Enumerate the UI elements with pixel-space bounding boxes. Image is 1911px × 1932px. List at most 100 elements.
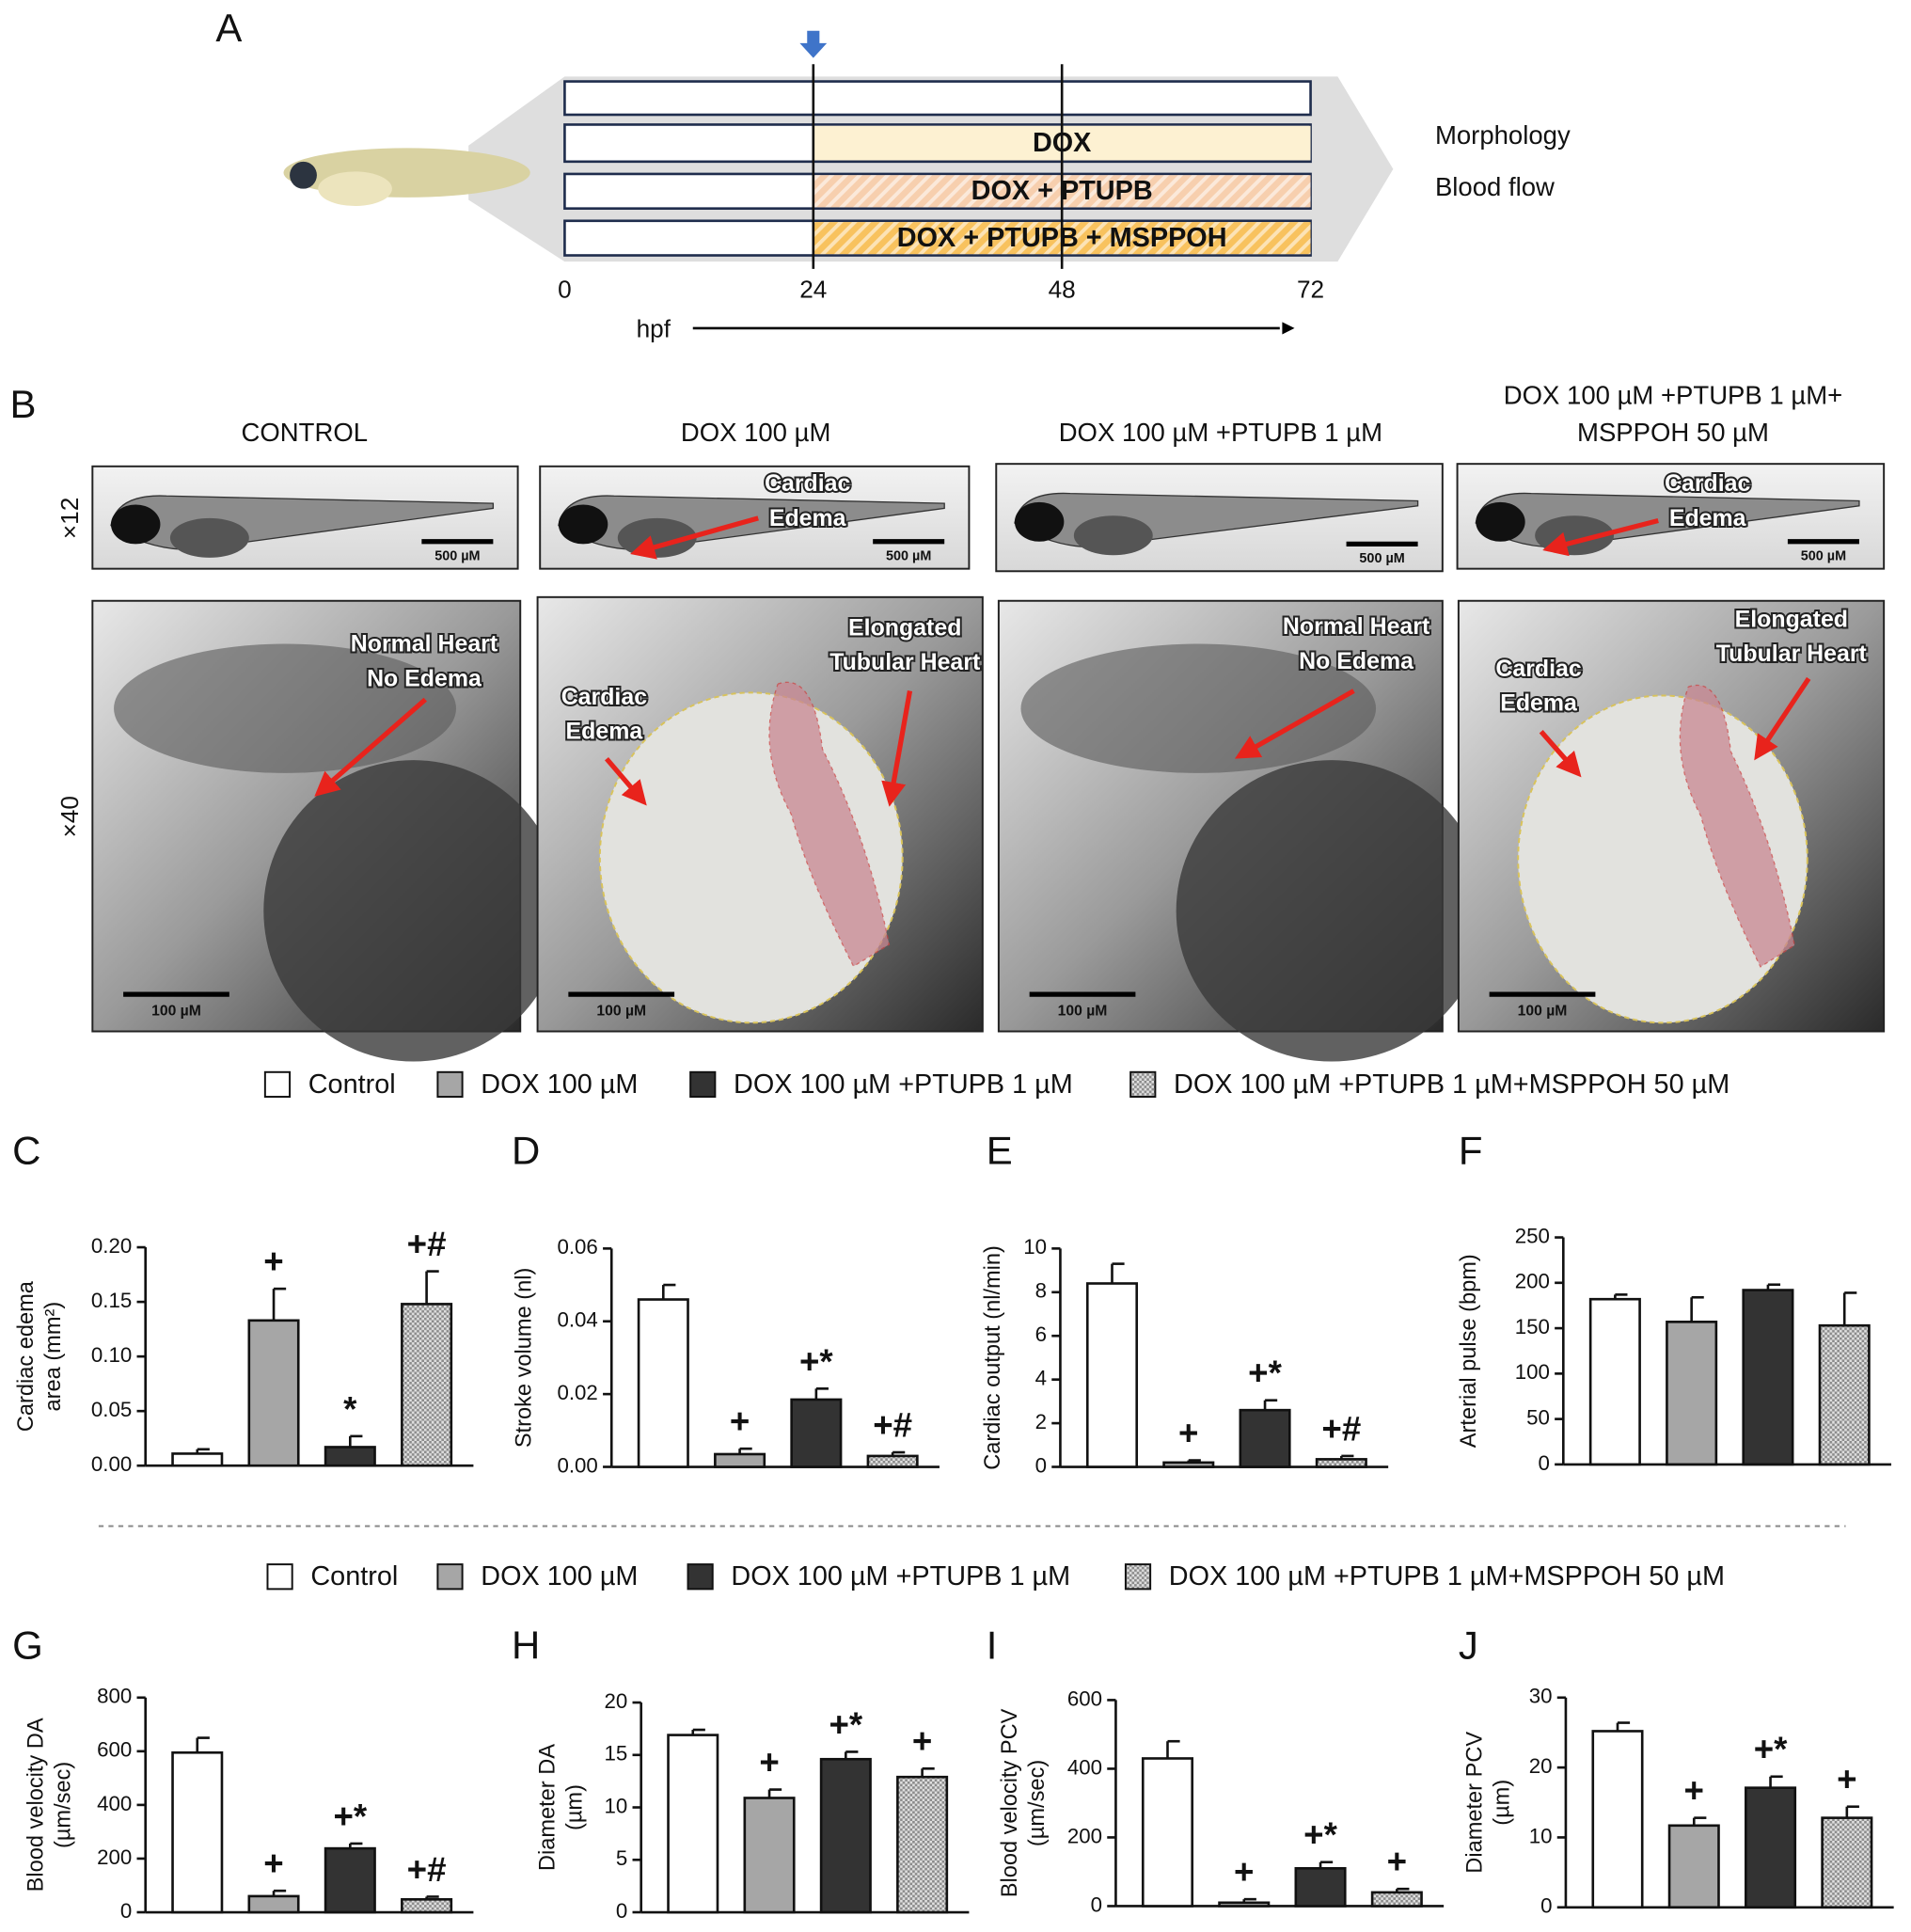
legend-swatch [436,1563,464,1591]
bar [1294,1866,1347,1908]
y-tick-label: 200 [97,1845,132,1869]
bar [790,1398,843,1468]
legend-swatch [436,1070,464,1099]
y-axis-label: area (mm²) [41,1302,66,1412]
y-tick-label: 600 [1067,1687,1102,1710]
y-tick-label: 400 [1067,1755,1102,1779]
annotation: No Edema [1299,648,1414,674]
x-tick-label: 0 [558,275,572,303]
time-arrow-head [1282,322,1295,335]
significance-label: +* [829,1705,862,1744]
larva-eye [1014,501,1065,542]
bar [247,1319,300,1467]
significance-label: + [1387,1843,1407,1881]
significance-label: +# [407,1225,447,1263]
tubular-heart [1679,685,1795,968]
bar [324,1846,376,1914]
significance-label: + [912,1722,932,1761]
scale-label: 500 µM [434,548,480,563]
annotation-arrow [881,690,913,807]
bar [171,1452,224,1467]
y-axis-label: (µm) [562,1784,587,1830]
scale-label: 500 µM [1801,548,1846,563]
panel-label: J [1459,1623,1478,1667]
y-axis-label: Stroke volume (nl) [513,1268,537,1448]
annotation: Edema [1500,690,1578,717]
legend-swatch [689,1070,717,1099]
scale-label: 500 µM [886,548,931,563]
bar [401,1898,453,1914]
y-tick-label: 8 [1035,1279,1047,1303]
y-tick-label: 10 [604,1794,627,1817]
annotation: Normal Heart [351,631,497,657]
row-label: ×40 [55,796,84,837]
bar [1818,1323,1871,1466]
y-tick-label: 0.10 [91,1343,132,1367]
annotation: Elongated [1735,606,1848,632]
annotation-arrow [1542,517,1659,557]
y-tick-label: 0.15 [91,1289,132,1312]
legend-swatch [1129,1070,1157,1099]
bar [1742,1289,1794,1466]
y-tick-label: 0.00 [91,1452,132,1476]
legend-label: DOX 100 µM [481,1561,638,1592]
x-tick-label: 72 [1297,275,1324,303]
annotation: Tubular Heart [829,649,980,675]
y-tick-label: 20 [1529,1754,1553,1778]
y-tick-label: 10 [1023,1235,1047,1259]
legend-swatch [266,1563,293,1591]
bar [714,1452,766,1468]
legend-label: DOX 100 µM +PTUPB 1 µM [734,1069,1073,1100]
significance-label: +# [1321,1409,1361,1448]
y-axis-label: (µm/sec) [51,1762,75,1848]
significance-label: +* [1754,1730,1788,1768]
y-tick-label: 0 [1035,1453,1047,1477]
y-axis-label: (µm) [1490,1780,1514,1826]
legend-label: DOX 100 µM [481,1069,638,1100]
panel-label: G [12,1623,43,1667]
bar [324,1446,376,1467]
legend-label: DOX 100 µM +PTUPB 1 µM [731,1561,1070,1592]
significance-label: + [759,1743,779,1782]
outcome-label: Blood flow [1435,172,1555,201]
bar [1667,1824,1720,1909]
scale-label: 100 µM [596,1004,646,1020]
annotation: Cardiac [1665,470,1750,497]
bar [1239,1408,1291,1468]
y-tick-label: 0.06 [557,1235,597,1259]
legend-swatch [1124,1563,1152,1591]
y-tick-label: 400 [97,1792,132,1815]
annotation-arrow [605,756,647,806]
y-tick-label: 0 [1538,1451,1549,1475]
annotation-arrow [630,515,759,560]
timeline-funnel [468,76,1394,262]
column-title: DOX 100 µM +PTUPB 1 µM [1059,418,1382,447]
y-axis-label: Arterial pulse (bpm) [1457,1254,1481,1448]
annotation: Edema [769,505,847,531]
y-tick-label: 100 [1515,1360,1550,1384]
y-tick-label: 0.02 [557,1381,597,1404]
y-tick-label: 5 [616,1846,627,1870]
tissue [263,760,563,1062]
y-axis-label: (µm/sec) [1025,1760,1050,1846]
bar [866,1454,919,1468]
y-tick-label: 10 [1529,1824,1553,1847]
fish-yolk [318,171,392,207]
larva-eye [1476,501,1525,542]
control-row [563,80,1312,117]
annotation: Normal Heart [1283,613,1429,640]
scale-label: 100 µM [1058,1004,1108,1020]
y-tick-label: 200 [1515,1270,1550,1293]
tissue [114,643,456,773]
y-axis-label: Diameter PCV [1462,1732,1487,1874]
x-axis-label: hpf [637,314,671,342]
y-tick-label: 6 [1035,1322,1047,1346]
bar [1591,1730,1644,1909]
y-axis-label: Cardiac edema [14,1280,39,1432]
bar [1821,1816,1873,1909]
y-tick-label: 0.00 [557,1453,597,1477]
bar [1085,1282,1139,1468]
annotation-arrow [1754,676,1811,761]
annotation-arrow [314,697,428,797]
significance-label: + [730,1402,750,1441]
